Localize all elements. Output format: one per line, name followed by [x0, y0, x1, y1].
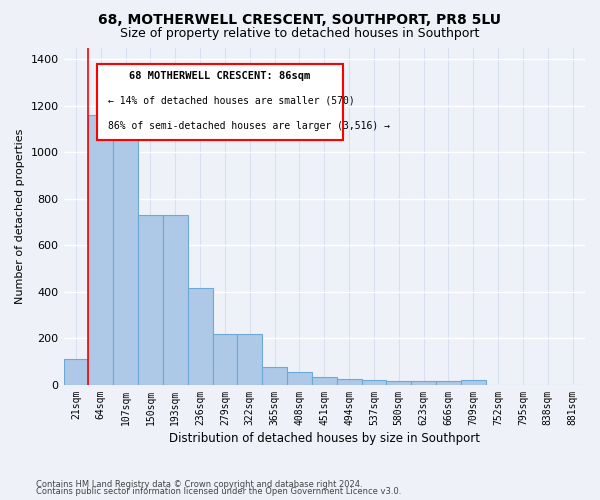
Bar: [287, 372, 312, 385]
Text: ← 14% of detached houses are smaller (570): ← 14% of detached houses are smaller (57…: [108, 96, 355, 106]
Bar: [212, 334, 238, 385]
Bar: [64, 360, 88, 385]
Bar: [436, 382, 461, 385]
Bar: [113, 118, 138, 385]
FancyBboxPatch shape: [97, 64, 343, 140]
Text: Size of property relative to detached houses in Southport: Size of property relative to detached ho…: [121, 28, 479, 40]
Bar: [337, 379, 362, 385]
Bar: [163, 215, 188, 385]
Text: 68, MOTHERWELL CRESCENT, SOUTHPORT, PR8 5LU: 68, MOTHERWELL CRESCENT, SOUTHPORT, PR8 …: [98, 12, 502, 26]
Bar: [238, 334, 262, 385]
Bar: [411, 382, 436, 385]
Text: 68 MOTHERWELL CRESCENT: 86sqm: 68 MOTHERWELL CRESCENT: 86sqm: [130, 71, 311, 81]
Bar: [262, 368, 287, 385]
X-axis label: Distribution of detached houses by size in Southport: Distribution of detached houses by size …: [169, 432, 480, 445]
Text: 86% of semi-detached houses are larger (3,516) →: 86% of semi-detached houses are larger (…: [108, 120, 390, 130]
Y-axis label: Number of detached properties: Number of detached properties: [15, 128, 25, 304]
Text: Contains HM Land Registry data © Crown copyright and database right 2024.: Contains HM Land Registry data © Crown c…: [36, 480, 362, 489]
Bar: [188, 288, 212, 385]
Text: Contains public sector information licensed under the Open Government Licence v3: Contains public sector information licen…: [36, 488, 401, 496]
Bar: [386, 382, 411, 385]
Bar: [461, 380, 485, 385]
Bar: [362, 380, 386, 385]
Bar: [312, 377, 337, 385]
Bar: [138, 215, 163, 385]
Bar: [88, 115, 113, 385]
